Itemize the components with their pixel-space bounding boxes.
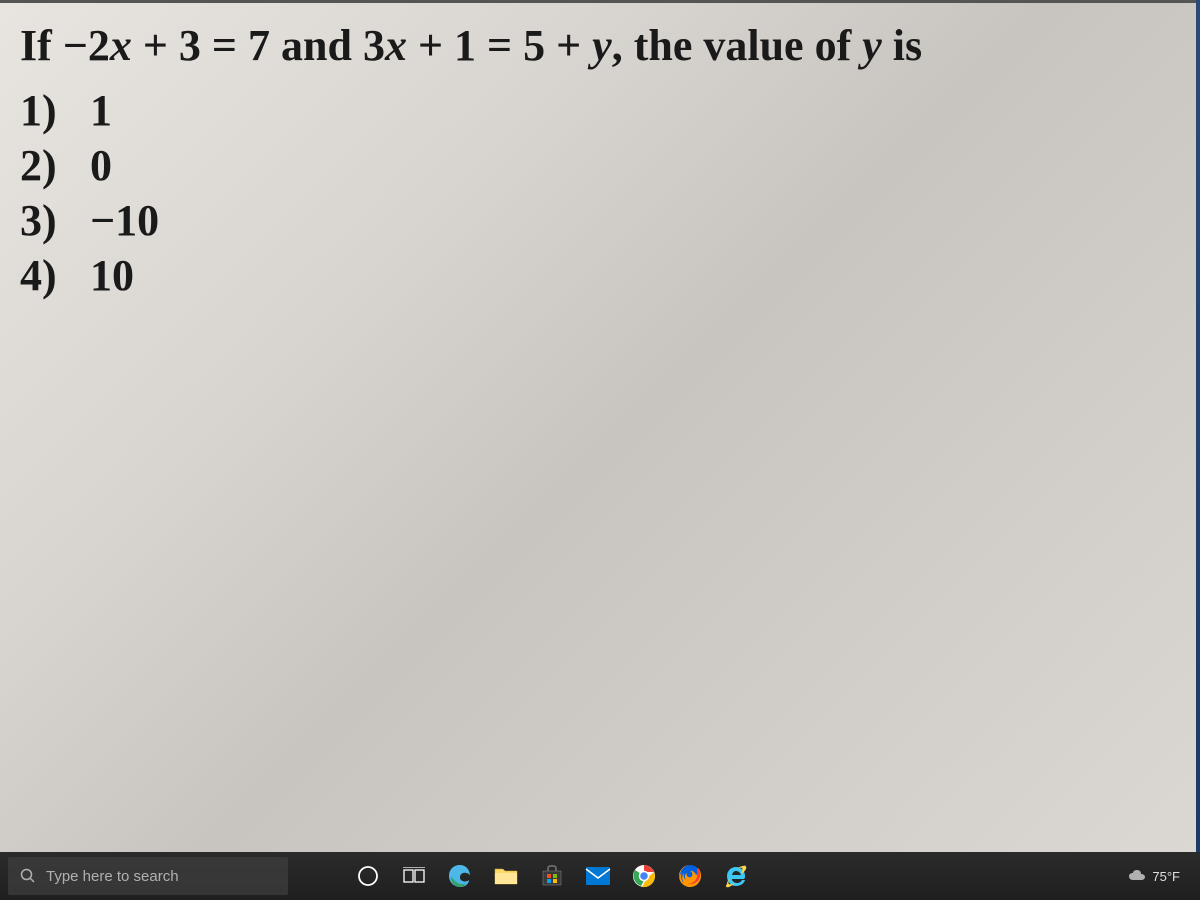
option-number: 4) <box>20 248 75 303</box>
variable-y: y <box>862 21 882 70</box>
chrome-icon[interactable] <box>624 856 664 896</box>
task-view-icon[interactable] <box>394 856 434 896</box>
variable-x: x <box>385 21 407 70</box>
option-1: 1) 1 <box>20 83 1180 138</box>
taskbar-search[interactable]: Type here to search <box>8 857 288 895</box>
option-number: 1) <box>20 83 75 138</box>
answer-options: 1) 1 2) 0 3) −10 4) 10 <box>20 83 1180 303</box>
internet-explorer-icon[interactable] <box>716 856 756 896</box>
eq-part: + 1 = 5 + <box>407 21 592 70</box>
windows-taskbar: Type here to search <box>0 852 1200 900</box>
eq-part: −2 <box>63 21 110 70</box>
option-2: 2) 0 <box>20 138 1180 193</box>
eq-part: , the value of <box>612 21 863 70</box>
question-text: If −2x + 3 = 7 and 3x + 1 = 5 + y, the v… <box>20 20 1180 73</box>
option-number: 2) <box>20 138 75 193</box>
option-value: 0 <box>90 138 112 193</box>
taskbar-system-tray: 75°F <box>1128 869 1192 884</box>
weather-temp: 75°F <box>1152 869 1180 884</box>
document-content: If −2x + 3 = 7 and 3x + 1 = 5 + y, the v… <box>0 0 1200 303</box>
option-number: 3) <box>20 193 75 248</box>
variable-y: y <box>592 21 612 70</box>
variable-x: x <box>110 21 132 70</box>
mail-icon[interactable] <box>578 856 618 896</box>
eq-part: + 3 = 7 and 3 <box>132 21 385 70</box>
option-value: −10 <box>90 193 159 248</box>
firefox-icon[interactable] <box>670 856 710 896</box>
option-value: 10 <box>90 248 134 303</box>
cortana-icon[interactable] <box>348 856 388 896</box>
eq-part: is <box>882 21 922 70</box>
edge-icon[interactable] <box>440 856 480 896</box>
weather-widget[interactable]: 75°F <box>1128 869 1180 884</box>
question-prefix: If <box>20 21 63 70</box>
search-icon <box>20 868 36 884</box>
microsoft-store-icon[interactable] <box>532 856 572 896</box>
option-value: 1 <box>90 83 112 138</box>
option-3: 3) −10 <box>20 193 1180 248</box>
file-explorer-icon[interactable] <box>486 856 526 896</box>
cloud-icon <box>1128 869 1146 883</box>
option-4: 4) 10 <box>20 248 1180 303</box>
taskbar-icons <box>348 856 756 896</box>
search-placeholder: Type here to search <box>46 868 179 885</box>
